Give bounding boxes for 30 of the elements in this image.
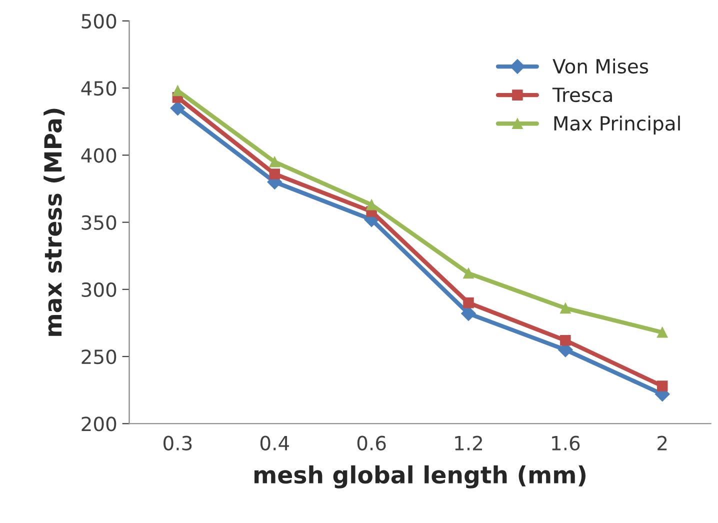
point bbox=[269, 168, 280, 180]
x-tick-label: 2 bbox=[658, 436, 667, 450]
point bbox=[170, 100, 186, 116]
legend-label: Von Mises bbox=[552, 58, 648, 74]
point bbox=[560, 335, 571, 346]
y-axis-title: max stress (MPa) bbox=[44, 108, 65, 336]
point bbox=[461, 306, 476, 321]
point bbox=[560, 302, 571, 314]
y-tick-label: 450 bbox=[81, 80, 116, 96]
y-tick-label: 300 bbox=[82, 282, 116, 298]
point bbox=[463, 268, 474, 279]
point bbox=[366, 199, 377, 210]
x-axis-title: mesh global length (mm) bbox=[254, 465, 586, 488]
y-tick-label: 500 bbox=[82, 14, 116, 29]
y-tick-label: 400 bbox=[81, 148, 116, 163]
y-tick-label: 200 bbox=[82, 416, 116, 432]
y-tick-label: 250 bbox=[82, 349, 116, 364]
point bbox=[463, 297, 474, 308]
x-tick-label: 0.3 bbox=[164, 436, 192, 450]
x-tick-label: 1.2 bbox=[455, 436, 482, 450]
point bbox=[656, 380, 668, 392]
x-tick-label: 0.6 bbox=[357, 436, 386, 450]
legend-label: Max Principal bbox=[554, 116, 680, 134]
point bbox=[172, 85, 184, 96]
x-tick-label: 0.4 bbox=[260, 436, 290, 450]
point bbox=[269, 156, 280, 168]
y-tick-label: 350 bbox=[82, 215, 116, 230]
point bbox=[656, 326, 668, 338]
legend-label: Tresca bbox=[552, 88, 612, 102]
x-tick-label: 1.6 bbox=[552, 436, 580, 450]
